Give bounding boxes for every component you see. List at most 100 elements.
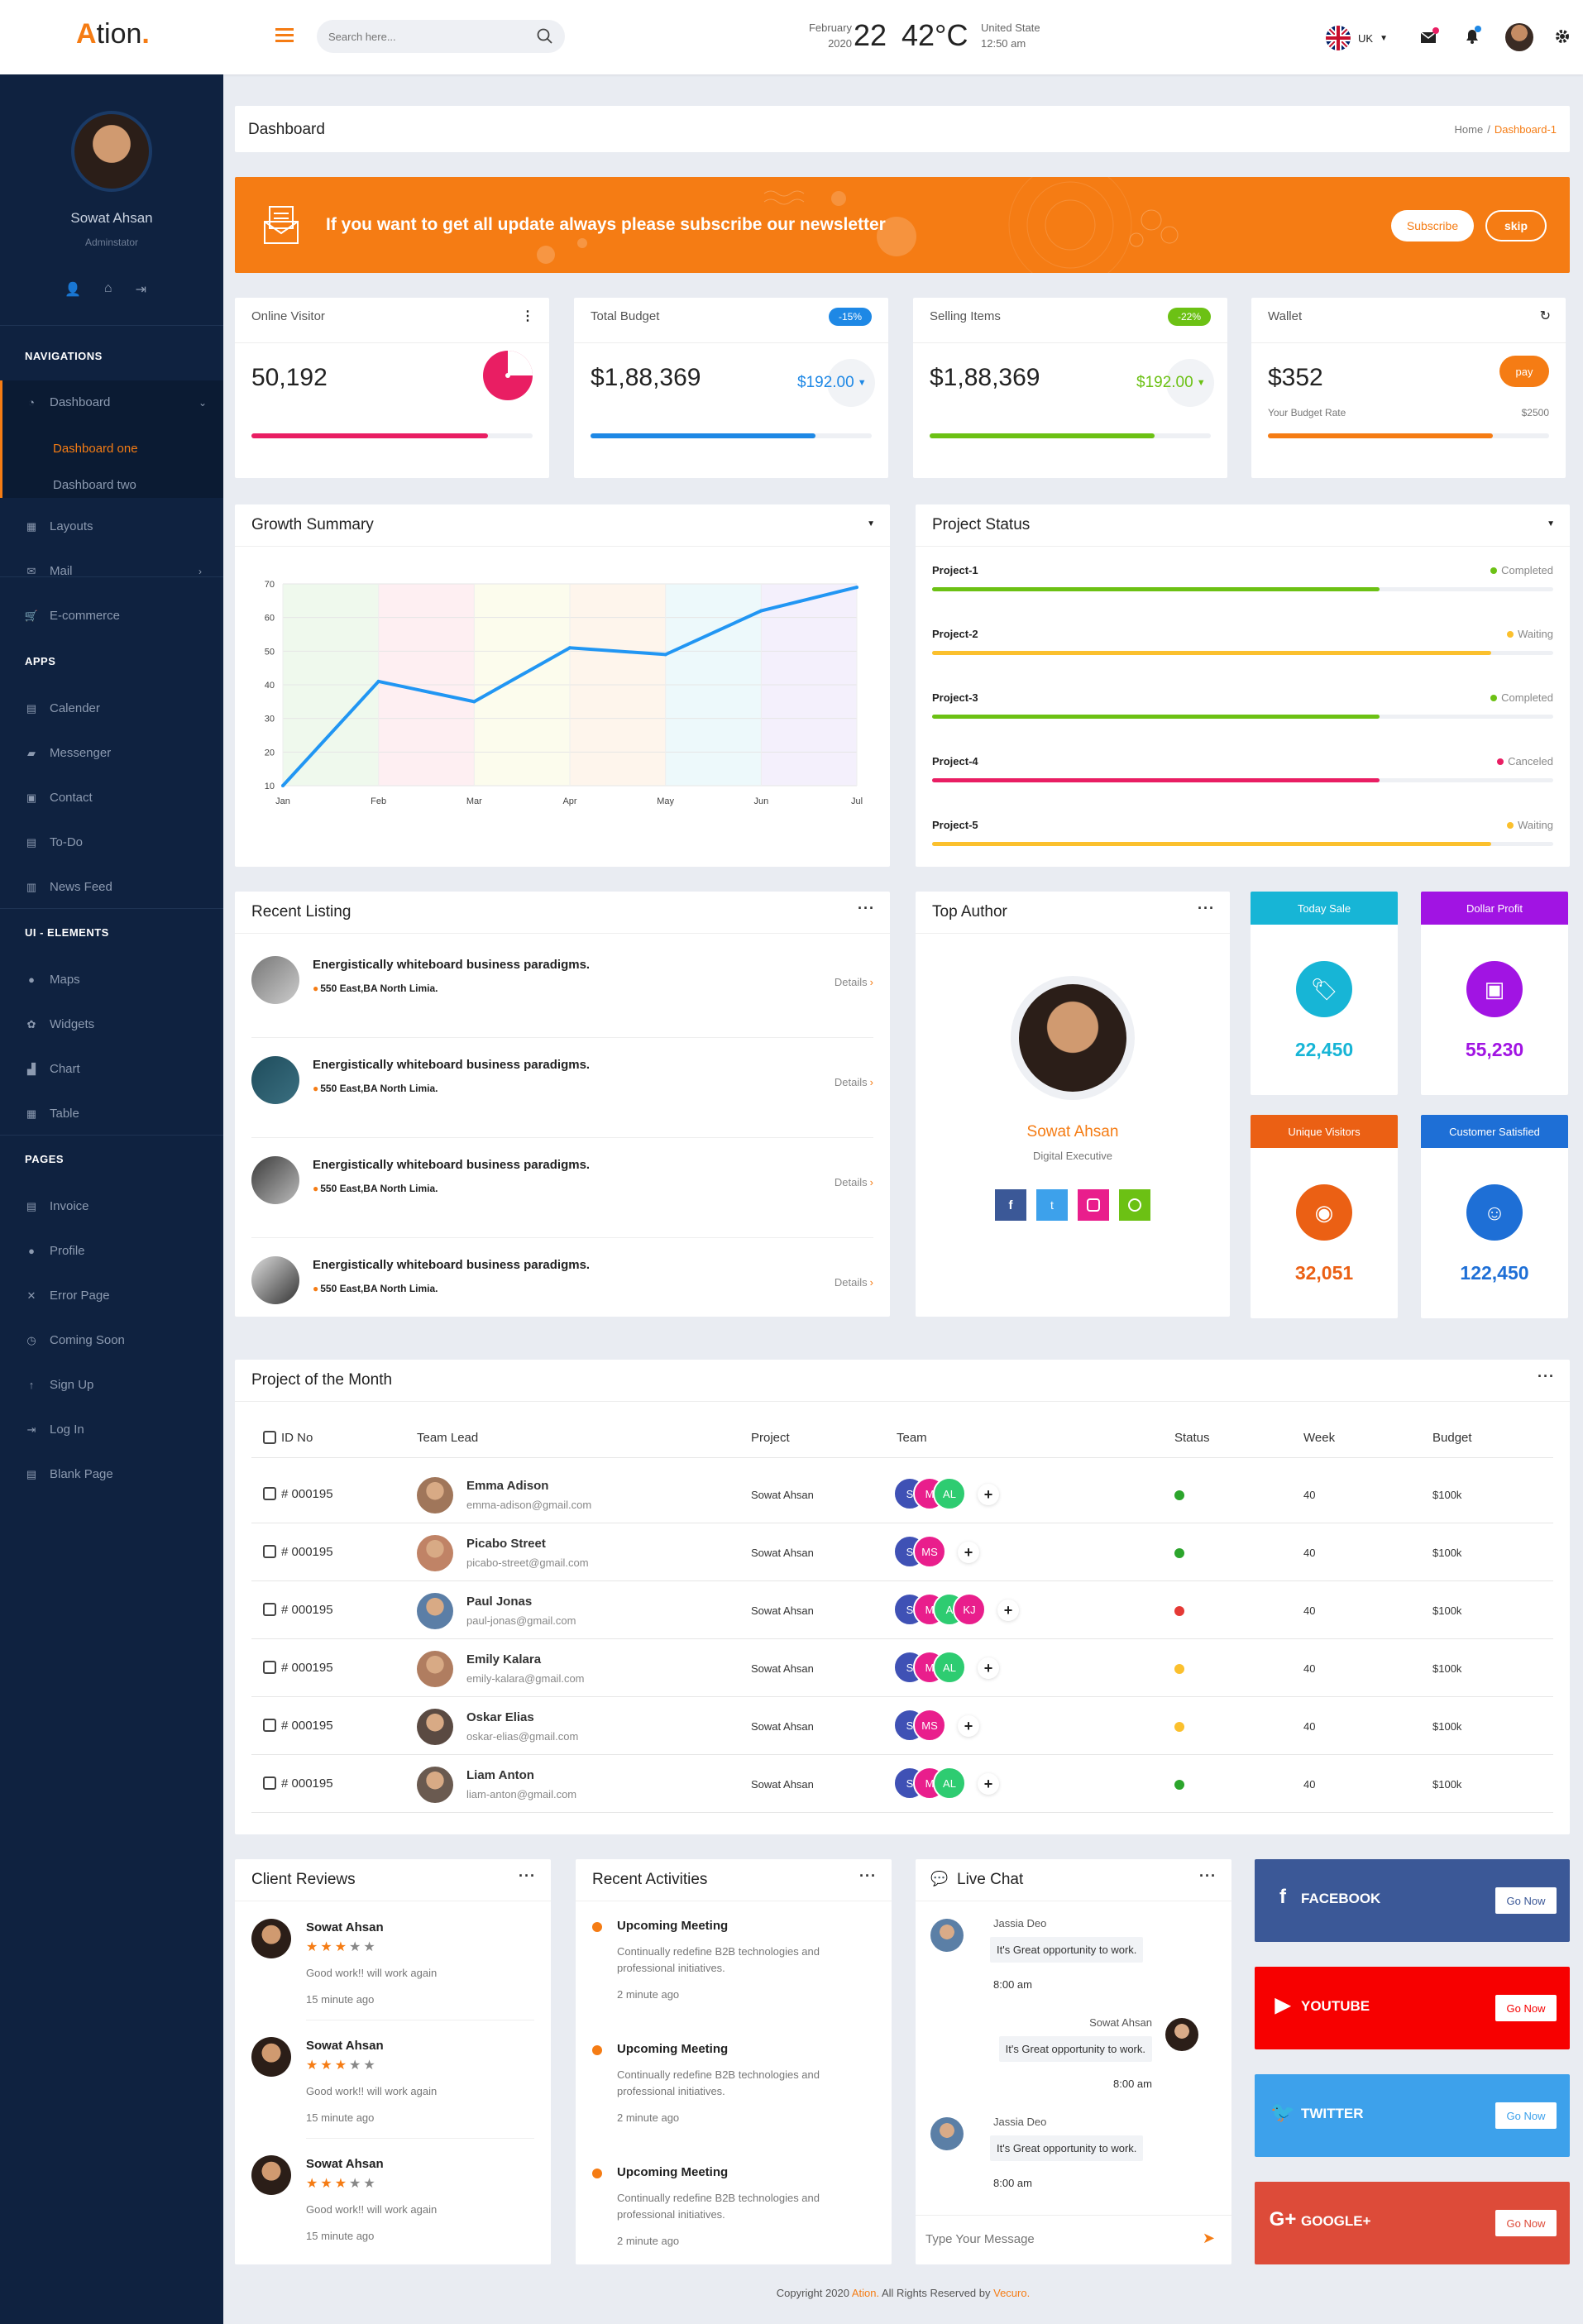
footer-brand[interactable]: Ation. — [851, 2287, 880, 2299]
team-lead-name[interactable]: Emily Kalara — [466, 1652, 542, 1666]
team-member-avatar[interactable]: AL — [933, 1477, 966, 1510]
team-member-avatar[interactable]: AL — [933, 1651, 966, 1684]
listing-title[interactable]: Energistically whiteboard business parad… — [313, 958, 591, 972]
sidebar-item-mail[interactable]: ✉ Mail › — [25, 564, 202, 578]
row-checkbox[interactable] — [263, 1487, 276, 1500]
listing-title[interactable]: Energistically whiteboard business parad… — [313, 1058, 591, 1072]
go-now-button[interactable]: Go Now — [1495, 2210, 1557, 2236]
team-member-avatar[interactable]: MS — [913, 1535, 946, 1568]
sidebar-item-blank-page[interactable]: ▤ Blank Page — [25, 1467, 113, 1481]
team-lead-name[interactable]: Liam Anton — [466, 1768, 534, 1782]
team-lead-email[interactable]: oskar-elias@gmail.com — [466, 1730, 579, 1743]
skip-button[interactable]: skip — [1485, 210, 1547, 241]
sidebar-item-calender[interactable]: ▤ Calender — [25, 701, 100, 715]
team-lead-email[interactable]: paul-jonas@gmail.com — [466, 1614, 576, 1627]
more-icon[interactable]: ··· — [1199, 1867, 1217, 1884]
footer-company[interactable]: Vecuro. — [993, 2287, 1031, 2299]
mail-icon[interactable] — [1419, 26, 1441, 46]
team-lead-name[interactable]: Oskar Elias — [466, 1710, 534, 1724]
send-icon[interactable]: ➤ — [1202, 2230, 1215, 2246]
sidebar-subitem-dashboard-two[interactable]: Dashboard two — [53, 478, 136, 492]
listing-title[interactable]: Energistically whiteboard business parad… — [313, 1258, 591, 1272]
gear-icon[interactable] — [1555, 29, 1570, 44]
more-icon[interactable]: ··· — [859, 1867, 877, 1884]
sidebar-item-invoice[interactable]: ▤ Invoice — [25, 1199, 89, 1213]
add-team-member-icon[interactable]: + — [978, 1773, 999, 1795]
home-icon[interactable]: ⌂ — [103, 281, 112, 295]
profile-icon[interactable]: 👤 — [65, 283, 81, 297]
search-icon[interactable] — [537, 28, 553, 45]
bell-icon[interactable] — [1462, 25, 1484, 46]
sidebar-item-widgets[interactable]: ✿ Widgets — [25, 1017, 95, 1031]
go-now-button[interactable]: Go Now — [1495, 2102, 1557, 2129]
header-avatar[interactable] — [1505, 23, 1533, 51]
vertical-dots-icon[interactable]: ⋮ — [521, 309, 534, 323]
dribbble-icon[interactable] — [1119, 1189, 1150, 1221]
add-team-member-icon[interactable]: + — [997, 1600, 1019, 1621]
pay-button[interactable]: pay — [1499, 356, 1549, 387]
listing-details-link[interactable]: Details › — [835, 976, 873, 988]
project-name: Sowat Ahsan — [751, 1547, 814, 1559]
sidebar-item-table[interactable]: ▦ Table — [25, 1107, 79, 1121]
sidebar-item-maps[interactable]: ● Maps — [25, 973, 80, 987]
sidebar-item-chart[interactable]: ▟ Chart — [25, 1062, 80, 1076]
team-lead-email[interactable]: emma-adison@gmail.com — [466, 1499, 592, 1511]
row-checkbox[interactable] — [263, 1603, 276, 1616]
go-now-button[interactable]: Go Now — [1495, 1995, 1557, 2021]
caret-down-icon[interactable]: ▼ — [867, 519, 875, 528]
team-lead-email[interactable]: liam-anton@gmail.com — [466, 1788, 577, 1800]
team-lead-name[interactable]: Paul Jonas — [466, 1595, 533, 1609]
chat-message-input[interactable] — [925, 2228, 1174, 2250]
twitter-icon[interactable]: t — [1036, 1189, 1068, 1221]
sidebar-item-coming-soon[interactable]: ◷ Coming Soon — [25, 1333, 125, 1347]
language-selector[interactable]: UK ▼ — [1325, 25, 1388, 51]
row-checkbox[interactable] — [263, 1776, 276, 1790]
listing-details-link[interactable]: Details › — [835, 1276, 873, 1289]
row-checkbox[interactable] — [263, 1719, 276, 1732]
caret-down-icon[interactable]: ▼ — [1547, 519, 1555, 528]
refresh-icon[interactable]: ↻ — [1539, 309, 1551, 323]
sidebar-item-e-commerce[interactable]: 🛒 E-commerce — [25, 609, 120, 623]
add-team-member-icon[interactable]: + — [958, 1715, 979, 1737]
sidebar-item-profile[interactable]: ● Profile — [25, 1244, 84, 1258]
add-team-member-icon[interactable]: + — [978, 1484, 999, 1505]
sidebar-item-to-do[interactable]: ▤ To-Do — [25, 835, 83, 849]
search-input[interactable] — [328, 27, 519, 45]
row-checkbox[interactable] — [263, 1661, 276, 1674]
more-icon[interactable]: ··· — [1198, 900, 1215, 916]
team-member-avatar[interactable]: KJ — [953, 1593, 986, 1626]
sidebar-item-news-feed[interactable]: ▥ News Feed — [25, 880, 112, 894]
listing-details-link[interactable]: Details › — [835, 1076, 873, 1088]
more-icon[interactable]: ··· — [519, 1867, 536, 1884]
team-lead-name[interactable]: Emma Adison — [466, 1479, 549, 1493]
team-lead-email[interactable]: emily-kalara@gmail.com — [466, 1672, 585, 1685]
add-team-member-icon[interactable]: + — [958, 1542, 979, 1563]
team-member-avatar[interactable]: MS — [913, 1709, 946, 1742]
team-lead-name[interactable]: Picabo Street — [466, 1537, 546, 1551]
instagram-icon[interactable] — [1078, 1189, 1109, 1221]
logout-icon[interactable]: ⇥ — [135, 283, 146, 297]
sidebar-item-error-page[interactable]: ✕ Error Page — [25, 1289, 110, 1303]
listing-title[interactable]: Energistically whiteboard business parad… — [313, 1158, 591, 1172]
more-icon[interactable]: ··· — [858, 900, 875, 916]
sidebar-subitem-dashboard-one[interactable]: Dashboard one — [53, 442, 138, 456]
sidebar-item-layouts[interactable]: ▦ Layouts — [25, 519, 93, 533]
listing-details-link[interactable]: Details › — [835, 1176, 873, 1188]
sidebar-item-messenger[interactable]: ▰ Messenger — [25, 746, 111, 760]
brand-logo[interactable]: A tion . — [76, 18, 150, 50]
menu-toggle-icon[interactable] — [275, 28, 294, 43]
team-lead-email[interactable]: picabo-street@gmail.com — [466, 1557, 589, 1569]
breadcrumb-home[interactable]: Home — [1454, 123, 1484, 136]
facebook-icon[interactable]: f — [995, 1189, 1026, 1221]
add-team-member-icon[interactable]: + — [978, 1657, 999, 1679]
more-icon[interactable]: ··· — [1538, 1368, 1555, 1384]
select-all-checkbox[interactable] — [263, 1431, 276, 1444]
subscribe-button[interactable]: Subscribe — [1391, 210, 1474, 241]
team-member-avatar[interactable]: AL — [933, 1767, 966, 1800]
sidebar-item-contact[interactable]: ▣ Contact — [25, 791, 93, 805]
row-checkbox[interactable] — [263, 1545, 276, 1558]
go-now-button[interactable]: Go Now — [1495, 1887, 1557, 1914]
sidebar-item-log-in[interactable]: ⇥ Log In — [25, 1423, 84, 1437]
sidebar-item-dashboard[interactable]: ◔ Dashboard ⌄ — [25, 395, 207, 409]
sidebar-item-sign-up[interactable]: ↑ Sign Up — [25, 1378, 94, 1392]
